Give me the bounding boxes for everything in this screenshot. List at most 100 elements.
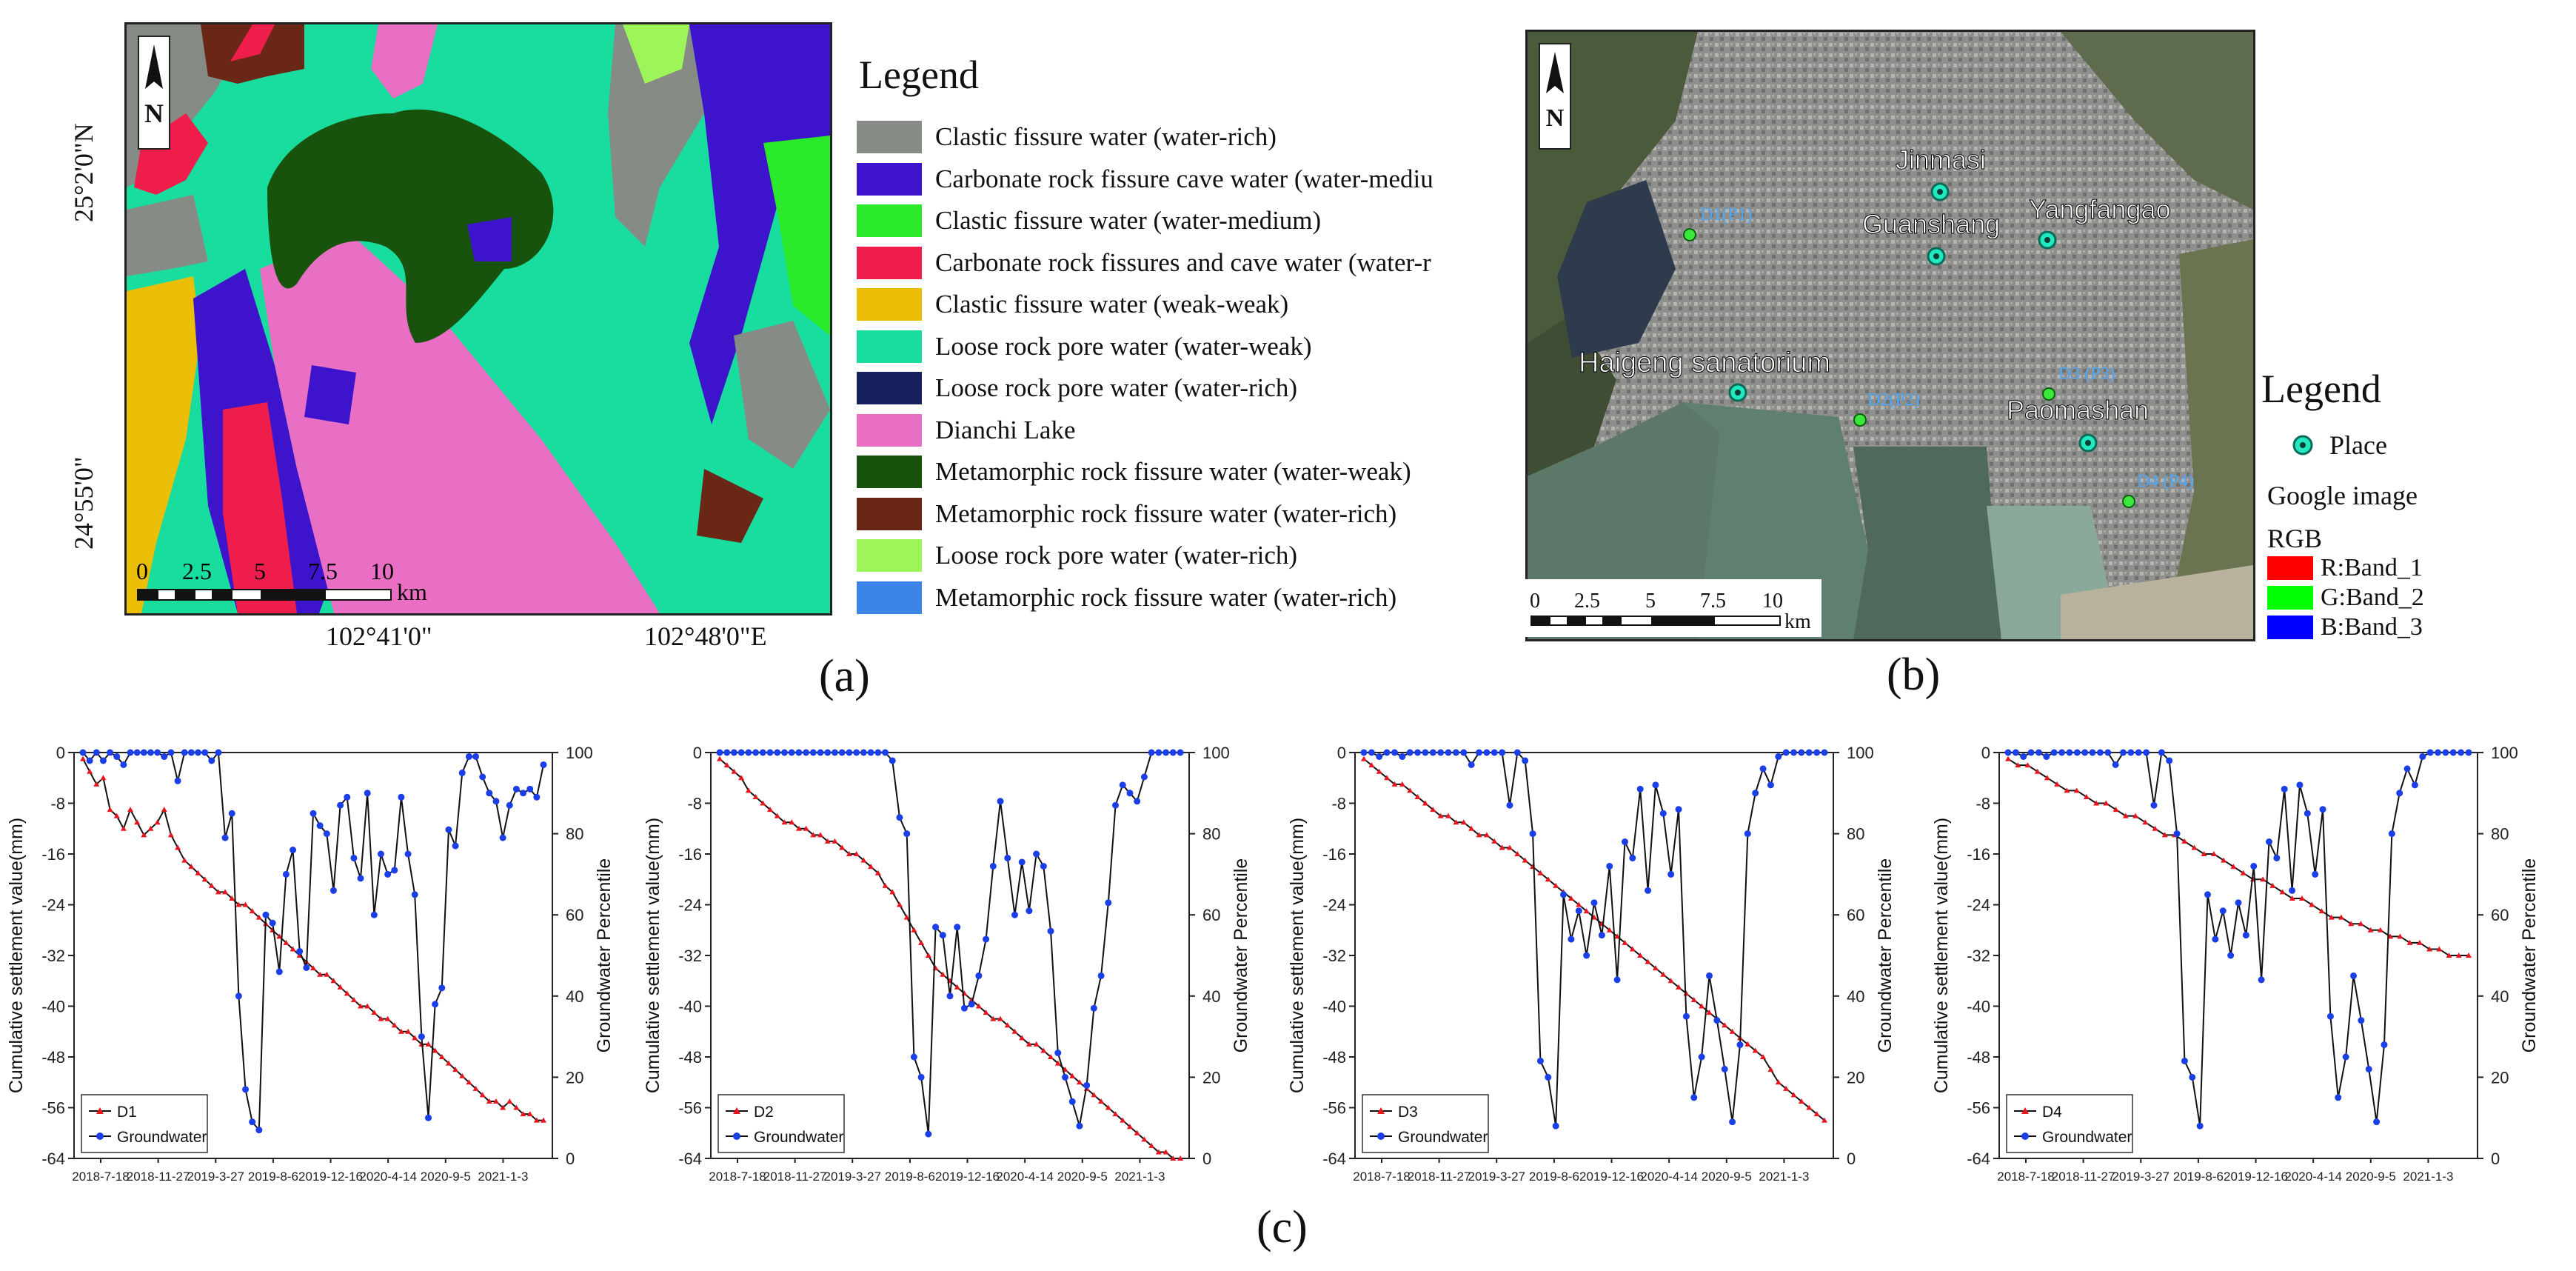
groundwater-point [215, 749, 222, 756]
settlement-point [1583, 908, 1590, 914]
groundwater-point [2411, 781, 2418, 789]
settlement-point [1637, 953, 1644, 958]
groundwater-point [716, 749, 723, 756]
settlement-point [87, 768, 93, 774]
settlement-point [1430, 807, 1436, 813]
settlement-point [2142, 819, 2149, 825]
groundwater-point [133, 749, 141, 756]
groundwater-point [486, 790, 493, 797]
y2-tick-label: 20 [2491, 1068, 2509, 1087]
y-tick-label: -40 [41, 998, 65, 1016]
settlement-point [1821, 1117, 1827, 1123]
settlement-point [2054, 781, 2061, 787]
settlement-point [2112, 807, 2119, 813]
groundwater-point [249, 1118, 256, 1126]
y2-tick-label: 40 [566, 987, 583, 1006]
groundwater-point [2388, 830, 2395, 838]
settlement-point [364, 1003, 371, 1009]
settlement-point [425, 1041, 432, 1047]
groundwater-point [195, 749, 201, 756]
groundwater-point [1713, 1017, 1721, 1024]
groundwater-point [187, 749, 195, 756]
settlement-point [731, 768, 737, 774]
settlement-point [1384, 775, 1391, 781]
x-tick-label: 2019-12-16 [2224, 1170, 2288, 1184]
groundwater-point [2304, 810, 2311, 817]
legend-label-settlement: D2 [754, 1104, 774, 1121]
place-marker-paomashan: Paomashan [2007, 395, 2150, 453]
settlement-point [774, 813, 780, 818]
y2-axis-label: Groundwater Percentile [1231, 858, 1251, 1053]
groundwater-point [337, 801, 344, 809]
legend-a-swatch [857, 372, 922, 404]
settlement-point [513, 1104, 520, 1110]
y2-tick-label: 60 [1847, 906, 1864, 924]
legend-a-item: Clastic fissure water (weak-weak) [857, 287, 1288, 321]
settlement-point [2024, 762, 2031, 768]
groundwater-point [954, 924, 961, 931]
settlement-point [2221, 857, 2227, 863]
settlement-point [1606, 927, 1613, 933]
x-tick-label: 2019-8-6 [885, 1170, 935, 1184]
settlement-point [100, 775, 107, 781]
x-tick-label: 2021-1-3 [1759, 1170, 1809, 1184]
groundwater-point [838, 749, 846, 756]
settlement-point [781, 819, 788, 825]
scale-a-tick-1: 2.5 [182, 558, 212, 584]
legend-a-label: Dianchi Lake [935, 415, 1076, 444]
settlement-point [2230, 864, 2237, 870]
chart-legend-box [717, 1094, 845, 1153]
point-marker-d4: D4 (P4) [2122, 472, 2194, 508]
x-tick-label: 2019-3-27 [824, 1170, 882, 1184]
map-a-region-carbonate-medium-c2 [467, 217, 512, 261]
settlement-point [846, 851, 852, 856]
legend-label-settlement: D1 [117, 1104, 137, 1121]
settlement-point [324, 971, 330, 977]
groundwater-point [1767, 781, 1774, 789]
map-a-region-dianchi-lake-n [371, 24, 438, 99]
y2-tick-label: 100 [1202, 744, 1230, 762]
settlement-point [2299, 895, 2306, 901]
y-tick-label: -24 [1967, 896, 1990, 915]
groundwater-point [154, 749, 161, 756]
groundwater-point [1568, 935, 1575, 943]
x-tick-label: 2018-11-27 [763, 1170, 827, 1184]
groundwater-point [1054, 1050, 1062, 1057]
groundwater-point [2112, 761, 2119, 768]
x-tick-label: 2020-9-5 [2346, 1170, 2396, 1184]
settlement-point [344, 990, 350, 996]
lat-label-a-bottom: 24°55'0" [69, 456, 98, 550]
legend-marker-groundwater [2021, 1132, 2029, 1140]
x-tick-label: 2019-3-27 [1468, 1170, 1526, 1184]
settlement-point [795, 825, 802, 831]
groundwater-point [2426, 749, 2434, 756]
groundwater-point [1575, 907, 1582, 915]
settlement-point [113, 813, 120, 818]
y-tick-label: -8 [1976, 795, 1990, 813]
map-a-region-clastic-weak [127, 276, 201, 613]
settlement-point [1091, 1092, 1097, 1098]
groundwater-point [512, 785, 520, 793]
groundwater-point [255, 1127, 263, 1134]
settlement-point [486, 1098, 492, 1104]
groundwater-point [1682, 1013, 1690, 1020]
settlement-point [1783, 1085, 1790, 1091]
legend-a-label: Clastic fissure water (weak-weak) [935, 290, 1289, 318]
groundwater-point [2158, 749, 2165, 756]
groundwater-point [925, 1130, 932, 1138]
groundwater-point [2465, 749, 2472, 756]
groundwater-point [432, 1001, 439, 1008]
settlement-point [990, 1015, 997, 1021]
groundwater-point [1506, 801, 1513, 809]
settlement-point [2161, 832, 2168, 838]
groundwater-point [1813, 749, 1821, 756]
map-a-region-loose-rich-light [623, 24, 689, 84]
groundwater-point [1140, 773, 1148, 781]
legend-b-google-label: Google image [2267, 481, 2418, 510]
settlement-point [918, 939, 925, 945]
scale-b-tick-0: 0 [1530, 590, 1540, 613]
settlement-point [2260, 876, 2266, 882]
groundwater-point [107, 749, 114, 756]
x-tick-label: 2018-11-27 [2052, 1170, 2115, 1184]
legend-a-item: Metamorphic rock fissure water (water-ri… [857, 497, 1396, 531]
